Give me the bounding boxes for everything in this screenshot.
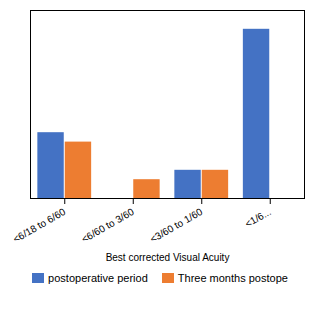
- svg-text:Best corrected Visual Acuity: Best corrected Visual Acuity: [106, 252, 230, 263]
- svg-text:<1/6...: <1/6...: [243, 206, 273, 230]
- html-text:postoperative period: postoperative period: [48, 272, 148, 284]
- svg-text:<6/60 to 3/60: <6/60 to 3/60: [80, 206, 137, 245]
- svg-text:<6/18 to 6/60: <6/18 to 6/60: [11, 206, 68, 245]
- svg-text:<3/60 to 1/60: <3/60 to 1/60: [148, 206, 205, 245]
- html-text:Three months postope: Three months postope: [177, 272, 288, 284]
